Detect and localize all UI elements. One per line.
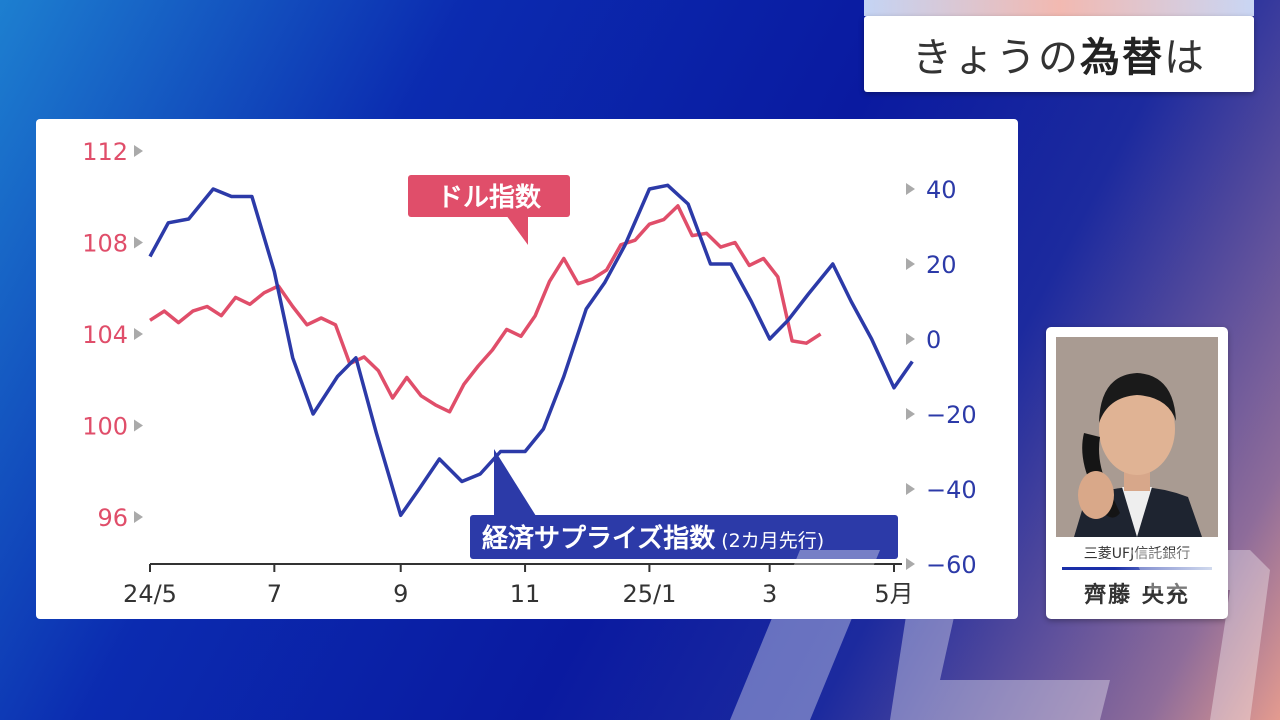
x-tick-label: 3 [762,580,777,608]
x-tick-label: 9 [393,580,408,608]
dollar-index-callout-box [408,175,570,217]
dollar_index-line [149,204,822,414]
left-axis-tick-label: 112 [82,138,128,166]
title-emphasis: 為替 [1080,35,1164,81]
right-axis-tick-marker [906,408,915,420]
segment-title: きょうの 為替は [864,16,1254,92]
left-axis-tick-marker [134,328,143,340]
right-axis-tick-marker [906,258,915,270]
left-axis-tick-label: 104 [82,321,128,349]
right-axis-tick-marker [906,558,915,570]
right-axis-tick-marker [906,483,915,495]
dollar-index-callout-label: ドル指数 [437,183,542,213]
title-prefix: きょうの [912,35,1080,81]
x-tick-label: 25/1 [622,580,676,608]
left-axis-tick-label: 100 [82,413,128,441]
speaker-portrait [1056,337,1218,537]
x-tick-label: 24/5 [123,580,177,608]
x-tick-label: 7 [267,580,282,608]
segment-title-box: きょうの 為替は [864,16,1254,92]
right-axis-tick-label: 20 [926,251,957,279]
surprise_index-line [148,183,914,518]
left-axis-tick-marker [134,419,143,432]
x-tick-label: 5月 [874,580,913,608]
speaker-name: 齊藤 央充 [1084,583,1190,608]
right-axis-tick-label: −40 [926,476,977,504]
surprise-index-callout-pointer [494,449,536,516]
title-suffix: は [1164,35,1206,81]
left-axis-tick-marker [134,236,143,249]
left-axis-tick-label: 96 [97,504,128,532]
title-accent-bar [864,0,1254,16]
right-axis-tick-label: −20 [926,401,977,429]
right-axis-tick-label: 0 [926,326,941,354]
left-axis-tick-marker [134,145,143,157]
right-axis-tick-label: −60 [926,551,977,579]
company-underline [1062,567,1212,570]
dollar-index-callout-pointer [506,215,528,245]
right-axis-tick-marker [906,183,915,195]
speaker-photo [1056,337,1218,537]
left-axis-tick-marker [134,511,143,523]
surprise-index-callout-subtext: (2カ月先行) [721,530,824,552]
speaker-company: 三菱UFJ信託銀行 [1083,546,1191,562]
chart-svg: 24/5 7 9 11 25/1 3 5月 112 108 104 100 96 40 20 0 −20 −40… [82,138,977,608]
surprise-index-callout-box [470,515,898,559]
left-axis-tick-label: 108 [82,230,128,258]
speaker-card: 三菱UFJ信託銀行 齊藤 央充 [1046,327,1228,619]
right-axis-tick-label: 40 [926,176,957,204]
x-tick-label: 11 [510,580,541,608]
chart-panel: 24/5 7 9 11 25/1 3 5月 112 108 104 100 96 40 20 0 −20 −40… [36,119,1018,619]
right-axis-tick-marker [906,333,915,345]
